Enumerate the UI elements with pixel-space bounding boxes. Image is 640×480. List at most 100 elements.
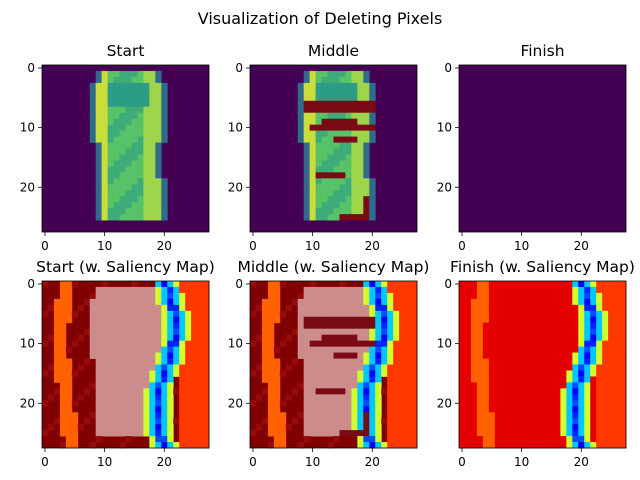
- pixel: [584, 382, 591, 389]
- pixel: [542, 316, 549, 324]
- pixel: [321, 214, 328, 221]
- pixel: [173, 298, 180, 306]
- pixel: [155, 382, 162, 389]
- pixel: [518, 316, 525, 324]
- pixel: [399, 334, 406, 342]
- pixel: [345, 364, 352, 371]
- pixel: [327, 190, 334, 197]
- pixel: [530, 322, 537, 330]
- pixel: [309, 382, 316, 389]
- pixel: [375, 292, 382, 300]
- pixel: [351, 340, 358, 347]
- pixel: [143, 178, 150, 185]
- pixel: [167, 352, 174, 359]
- pixel: [131, 106, 138, 114]
- pixel: [614, 376, 621, 383]
- pixel: [197, 281, 204, 288]
- pixel: [351, 94, 358, 102]
- pixel: [560, 442, 567, 449]
- pixel: [405, 364, 412, 371]
- pixel: [71, 418, 79, 425]
- pixel: [393, 346, 400, 353]
- pixel: [482, 322, 490, 330]
- pixel: [560, 316, 567, 324]
- pixel: [179, 281, 186, 288]
- pixel: [548, 358, 555, 365]
- pixel: [488, 436, 496, 443]
- pixel: [327, 208, 334, 215]
- pixel: [309, 400, 316, 407]
- pixel: [65, 436, 73, 443]
- pixel: [357, 316, 364, 324]
- pixel: [339, 340, 346, 347]
- pixel: [309, 124, 316, 131]
- pixel: [584, 406, 591, 413]
- pixel: [554, 328, 561, 336]
- pixel: [405, 286, 412, 294]
- pixel: [500, 424, 508, 431]
- pixel: [357, 352, 364, 359]
- pixel: [161, 82, 168, 90]
- pixel: [464, 352, 472, 359]
- pixel: [459, 406, 466, 413]
- pixel: [197, 340, 204, 347]
- pixel: [494, 406, 502, 413]
- pixel: [620, 394, 627, 401]
- pixel: [512, 352, 520, 359]
- pixel: [327, 76, 334, 84]
- pixel: [119, 412, 126, 419]
- pixel: [530, 358, 537, 365]
- pixel: [608, 334, 615, 342]
- pixel: [303, 400, 311, 407]
- pixel: [143, 322, 150, 330]
- pixel: [95, 286, 103, 294]
- pixel: [405, 340, 412, 347]
- pixel: [566, 406, 573, 413]
- pixel: [536, 292, 543, 300]
- pixel: [125, 184, 132, 191]
- pixel: [411, 388, 418, 395]
- pixel: [155, 172, 162, 179]
- pixel: [95, 298, 103, 306]
- pixel: [197, 376, 204, 383]
- pixel: [351, 88, 358, 96]
- pixel: [167, 412, 174, 419]
- pixel: [506, 400, 514, 407]
- pixel: [393, 406, 400, 413]
- pixel: [345, 310, 352, 318]
- pixel: [131, 304, 138, 312]
- pixel: [42, 400, 49, 407]
- pixel: [309, 160, 316, 167]
- pixel: [185, 334, 192, 342]
- pixel: [524, 388, 531, 395]
- pixel: [250, 340, 257, 347]
- pixel: [399, 436, 406, 443]
- pixel: [369, 106, 376, 114]
- pixel: [173, 364, 180, 371]
- pixel: [267, 364, 275, 371]
- pixel: [351, 76, 358, 84]
- pixel: [167, 334, 174, 342]
- pixel: [470, 334, 478, 342]
- pixel: [351, 112, 358, 120]
- pixel: [309, 118, 316, 126]
- pixel: [309, 352, 316, 359]
- x-tick-label: 10: [97, 455, 112, 469]
- pixel: [119, 190, 126, 197]
- pixel: [285, 334, 293, 342]
- pixel: [345, 298, 352, 306]
- pixel: [185, 352, 192, 359]
- y-tick-label: 0: [444, 61, 452, 75]
- pixel: [89, 346, 97, 353]
- pixel: [482, 418, 490, 425]
- pixel: [369, 88, 376, 96]
- pixel: [351, 118, 358, 126]
- pixel: [608, 364, 615, 371]
- pixel: [459, 340, 466, 347]
- pixel: [620, 286, 627, 294]
- pixel: [608, 304, 615, 312]
- pixel: [125, 304, 132, 312]
- pixel: [536, 412, 543, 419]
- pixel: [381, 340, 388, 347]
- pixel: [363, 298, 370, 306]
